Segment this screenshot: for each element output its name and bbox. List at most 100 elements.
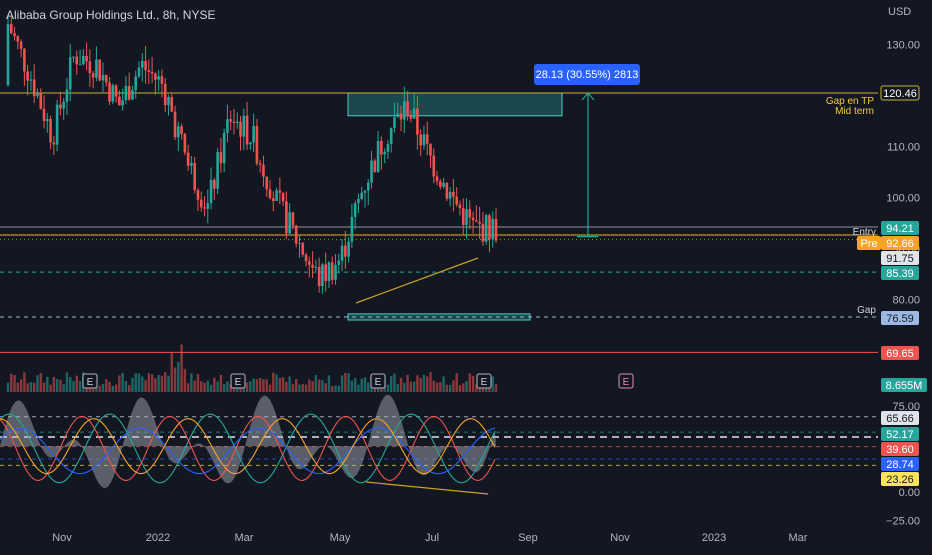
gap-label: Gap bbox=[857, 305, 876, 316]
volume-bar bbox=[360, 378, 363, 392]
candle-body bbox=[386, 143, 390, 152]
candle-body bbox=[183, 134, 187, 153]
volume-bar bbox=[118, 375, 121, 392]
volume-bar bbox=[72, 380, 75, 392]
price-tick-label: 80.00 bbox=[892, 295, 920, 307]
price-badges: 120.46 94.21 Pre 92.66 91.75 85.39 76.59… bbox=[857, 85, 927, 486]
candle-body bbox=[265, 176, 269, 190]
volume-bar bbox=[150, 374, 154, 392]
volume-bar bbox=[222, 384, 226, 392]
support-trendline bbox=[355, 257, 479, 304]
volume-bar bbox=[452, 380, 455, 392]
volume-bar bbox=[396, 384, 399, 392]
oscillator-axis[interactable]: 75.00 0.00 −25.00 bbox=[886, 401, 920, 528]
volume-bar bbox=[278, 378, 282, 392]
volume-bar bbox=[137, 373, 141, 392]
candle-body bbox=[72, 56, 75, 58]
volume-bar bbox=[406, 374, 409, 392]
candle-body bbox=[484, 215, 488, 242]
candle-body bbox=[376, 141, 380, 173]
candle-body bbox=[488, 215, 491, 240]
volume-bar bbox=[33, 382, 36, 392]
candle-body bbox=[416, 108, 419, 135]
volume-bar bbox=[439, 382, 442, 392]
volume-bar bbox=[75, 375, 78, 392]
volume-bar bbox=[308, 379, 311, 392]
oscillator-green-line bbox=[0, 413, 496, 484]
volume-bar bbox=[180, 344, 183, 392]
volume-bar bbox=[429, 372, 432, 392]
badge-69-65: 69.65 bbox=[886, 348, 914, 360]
candle-body bbox=[494, 218, 498, 241]
badge-85-39: 85.39 bbox=[886, 268, 914, 280]
candle-body bbox=[16, 36, 20, 42]
volume-bar bbox=[52, 376, 56, 392]
volume-bar bbox=[13, 375, 16, 392]
candle-body bbox=[399, 113, 403, 120]
chart-title: Alibaba Group Holdings Ltd., 8h, NYSE bbox=[6, 8, 216, 22]
volume-bar bbox=[304, 384, 308, 392]
volume-bar bbox=[311, 380, 314, 392]
measure-label[interactable]: 28.13 (30.55%) 2813 bbox=[534, 64, 640, 85]
volume-bar bbox=[475, 384, 478, 392]
badge-76-59: 76.59 bbox=[886, 313, 914, 325]
volume-bar bbox=[78, 380, 82, 392]
volume-bar bbox=[147, 373, 151, 392]
candle-body bbox=[23, 48, 26, 72]
volume-bar bbox=[131, 377, 134, 392]
candle-body bbox=[170, 97, 174, 112]
candle-body bbox=[193, 162, 196, 190]
volume-bar bbox=[442, 376, 445, 392]
candle-body bbox=[422, 134, 426, 146]
oscillator-area bbox=[0, 394, 496, 489]
candle-body bbox=[406, 101, 409, 117]
volume-bar bbox=[114, 384, 118, 392]
volume-bar bbox=[301, 383, 304, 392]
volume-bar bbox=[36, 375, 39, 392]
oscillator-tick-label: −25.00 bbox=[886, 516, 920, 528]
candle-body bbox=[68, 57, 72, 90]
candle-body bbox=[95, 59, 98, 78]
candle-body bbox=[465, 209, 468, 225]
candle-body bbox=[157, 76, 160, 80]
candle-body bbox=[91, 73, 95, 78]
candle-body bbox=[281, 192, 285, 202]
candle-body bbox=[366, 182, 370, 191]
earnings-marker-label: E bbox=[235, 377, 242, 388]
candle-body bbox=[245, 115, 249, 145]
candle-body bbox=[455, 196, 458, 205]
volume-bar bbox=[46, 376, 49, 392]
volume-bar bbox=[105, 379, 108, 392]
candle-body bbox=[432, 155, 436, 177]
candle-body bbox=[373, 160, 377, 173]
volume-bar bbox=[69, 377, 72, 392]
candle-body bbox=[219, 152, 223, 164]
candle-body bbox=[311, 264, 314, 268]
time-axis[interactable]: Nov 2022 Mar May Jul Sep Nov 2023 Mar bbox=[52, 532, 808, 544]
candle-body bbox=[160, 76, 164, 84]
time-tick-label: Jul bbox=[425, 532, 439, 544]
candle-body bbox=[340, 245, 344, 261]
volume-bar bbox=[134, 373, 137, 392]
candle-body bbox=[232, 121, 236, 123]
volume-bar bbox=[157, 375, 160, 392]
candle-body bbox=[32, 79, 36, 97]
candle-body bbox=[445, 183, 449, 199]
candle-body bbox=[288, 212, 291, 234]
earnings-marker bbox=[476, 373, 492, 389]
volume-bar bbox=[183, 369, 187, 392]
volume-bar bbox=[403, 382, 406, 392]
candles bbox=[6, 15, 498, 294]
gap-box bbox=[347, 313, 531, 321]
time-tick-label: Mar bbox=[789, 532, 808, 544]
volume-bar bbox=[193, 380, 196, 392]
volume-bar bbox=[141, 376, 144, 392]
volume-bar bbox=[380, 385, 383, 392]
volume-bar bbox=[219, 374, 223, 392]
candle-body bbox=[114, 85, 118, 97]
volume-bar bbox=[386, 384, 390, 392]
candle-body bbox=[461, 208, 465, 225]
candle-body bbox=[239, 121, 242, 137]
candle-body bbox=[55, 104, 59, 145]
